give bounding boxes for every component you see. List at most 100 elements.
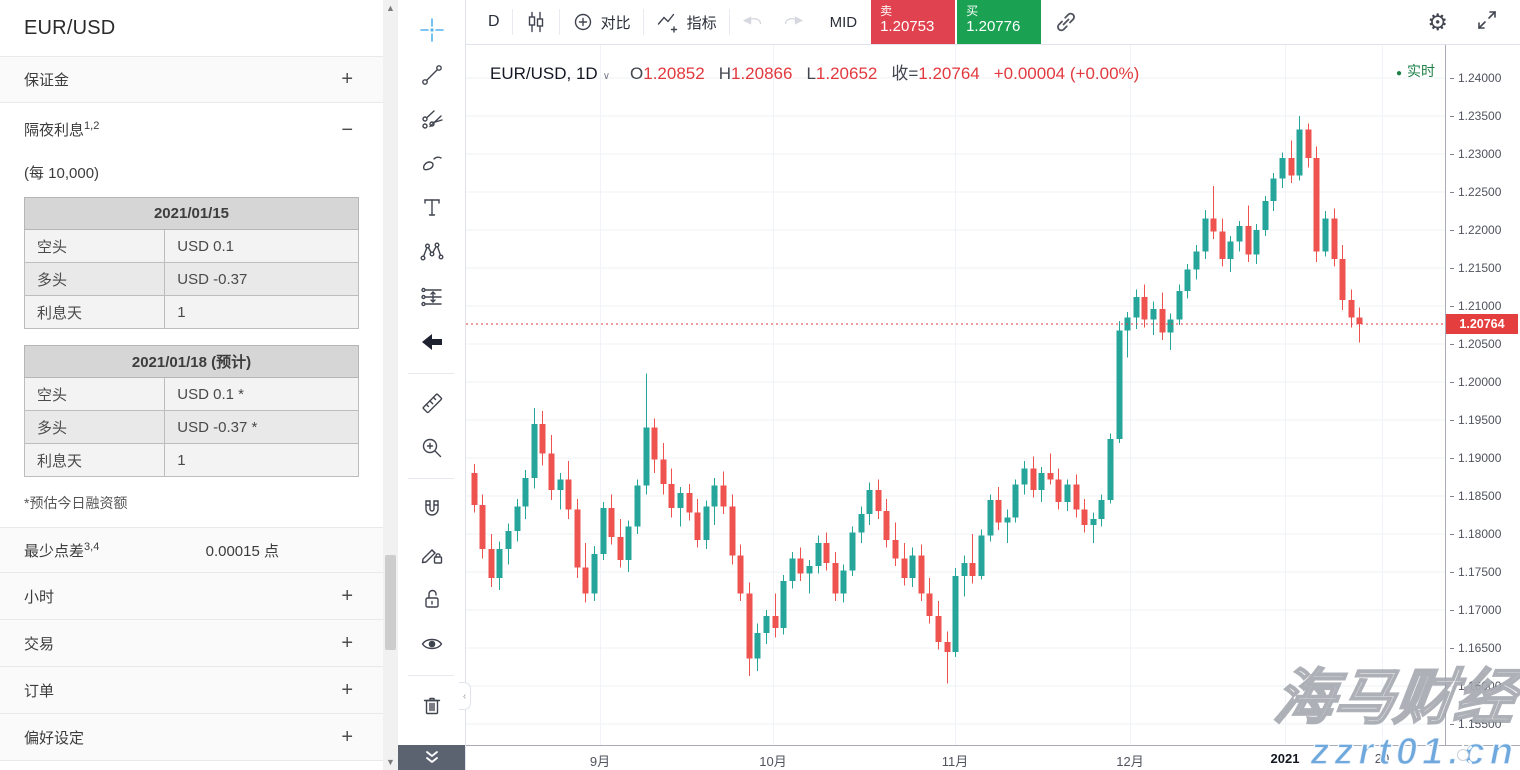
price-tick-label: 1.24000 xyxy=(1450,71,1501,85)
candle-up xyxy=(1107,439,1114,500)
text-tool[interactable] xyxy=(413,188,451,226)
candle-up xyxy=(677,493,684,508)
table-row: 利息天 1 xyxy=(23,443,359,477)
table-row: 空头 USD 0.1 * xyxy=(23,377,359,411)
time-tick-label: 9月 xyxy=(589,754,611,769)
candle-up xyxy=(789,558,796,581)
chart-toolbar: D 对比 指标 xyxy=(466,0,1520,45)
gear-icon: ⚙ xyxy=(1427,8,1448,35)
undo-button[interactable] xyxy=(730,3,778,41)
candle-up xyxy=(703,506,710,540)
realtime-badge: ● 实时 xyxy=(1395,63,1435,79)
candle-down xyxy=(694,512,701,540)
scroll-up-arrow[interactable]: ▲ xyxy=(386,3,395,13)
arrow-marker-tool[interactable] xyxy=(413,323,451,361)
link-icon xyxy=(1057,12,1076,32)
scroll-down-arrow[interactable]: ▼ xyxy=(386,757,395,767)
zoom-in-tool[interactable] xyxy=(413,429,451,467)
table-cell: 1 xyxy=(164,443,359,477)
candle-up xyxy=(1004,517,1011,523)
time-tick-label: 20 xyxy=(1374,751,1390,766)
table-cell: USD -0.37 * xyxy=(164,410,359,444)
candle-up xyxy=(1253,230,1260,255)
table-row: 空头 USD 0.1 xyxy=(23,229,359,263)
candle-up xyxy=(978,535,985,576)
section-交易[interactable]: 交易 + xyxy=(0,620,383,667)
candle-down xyxy=(935,616,942,642)
section-偏好设定[interactable]: 偏好设定 + xyxy=(0,714,383,761)
sidebar-scrollbar[interactable]: ▲ ▼ xyxy=(383,0,398,770)
chart-canvas[interactable]: EUR/USD, 1D ∨ O1.20852 H1.20866 L1.20652… xyxy=(466,45,1445,745)
candle-up xyxy=(531,424,538,478)
link-button[interactable] xyxy=(1043,3,1089,41)
price-tick-label: 1.21500 xyxy=(1450,261,1501,275)
section-订单[interactable]: 订单 + xyxy=(0,667,383,714)
price-tick-label: 1.21000 xyxy=(1450,299,1501,313)
trend-line-tool[interactable] xyxy=(413,56,451,94)
candle-down xyxy=(1073,484,1080,510)
candle-down xyxy=(1356,317,1363,324)
candle-up xyxy=(1279,158,1286,179)
remove-drawings-tool[interactable] xyxy=(413,686,451,724)
candle-down xyxy=(1313,158,1320,252)
candle-up xyxy=(780,581,787,628)
table-header: 2021/01/15 xyxy=(24,197,359,230)
chevron-down-icon: ∨ xyxy=(602,71,611,82)
section-label: 订单 xyxy=(24,682,55,700)
redo-button[interactable] xyxy=(778,3,816,41)
candle-down xyxy=(479,505,486,549)
section-overnight[interactable]: 隔夜利息1,2 − xyxy=(0,103,383,142)
section-小时[interactable]: 小时 + xyxy=(0,573,383,620)
price-source-button[interactable]: MID xyxy=(829,13,858,31)
candle-up xyxy=(806,566,813,574)
brush-tool[interactable] xyxy=(413,144,451,182)
buy-button[interactable]: 买 1.20776 xyxy=(957,0,1042,44)
plus-icon: + xyxy=(341,584,353,607)
candle-up xyxy=(505,531,512,549)
xabcd-pattern-tool[interactable] xyxy=(413,233,451,271)
candle-down xyxy=(574,509,581,568)
compare-button[interactable]: 对比 xyxy=(560,3,643,41)
table-row: 多头 USD -0.37 xyxy=(23,262,359,296)
settings-button[interactable]: ⚙ xyxy=(1413,9,1462,36)
scrollbar-thumb[interactable] xyxy=(385,555,396,650)
drawing-lock-tool[interactable] xyxy=(413,535,451,573)
indicators-button[interactable]: 指标 xyxy=(644,3,729,41)
candle-up xyxy=(866,490,873,514)
lock-all-tool[interactable] xyxy=(413,580,451,618)
fullscreen-button[interactable] xyxy=(1462,9,1512,36)
toolbar-collapse-button[interactable] xyxy=(398,745,465,770)
hide-all-tool[interactable] xyxy=(413,625,451,663)
ruler-tool[interactable] xyxy=(413,384,451,422)
interval-button[interactable]: D xyxy=(488,13,500,30)
candle-down xyxy=(1081,509,1088,525)
price-tick-label: 1.18500 xyxy=(1450,489,1501,503)
candle-down xyxy=(488,549,495,578)
candle-up xyxy=(952,576,959,652)
candle-up xyxy=(1227,241,1234,259)
candle-down xyxy=(1219,231,1226,259)
candle-down xyxy=(1055,479,1062,502)
table-cell: 1 xyxy=(164,295,359,329)
time-tick-label: 12月 xyxy=(1116,754,1144,769)
panel-collapse-handle[interactable]: ‹ xyxy=(459,682,471,710)
legend-symbol[interactable]: EUR/USD, 1D xyxy=(490,64,598,83)
candle-down xyxy=(660,459,667,484)
candle-down xyxy=(823,543,830,563)
chart-style-button[interactable] xyxy=(513,3,559,41)
crosshair-tool[interactable] xyxy=(413,11,451,49)
time-axis[interactable]: 9月 10月 11月 12月 2021 20 xyxy=(466,745,1520,770)
compare-icon xyxy=(574,13,591,31)
table-cell: USD 0.1 * xyxy=(164,377,359,411)
pitchfork-tool[interactable] xyxy=(413,100,451,138)
sell-button[interactable]: 卖 1.20753 xyxy=(871,0,956,44)
long-position-tool[interactable] xyxy=(413,278,451,316)
candle-down xyxy=(969,563,976,576)
candle-down xyxy=(832,563,839,594)
magnet-tool[interactable] xyxy=(413,490,451,528)
candle-down xyxy=(1245,226,1252,255)
section-margin[interactable]: 保证金 + xyxy=(0,57,383,103)
price-axis[interactable]: 1.24000 1.23500 1.23000 1.22500 1.22000 1.215… xyxy=(1445,45,1520,745)
table-row: 多头 USD -0.37 * xyxy=(23,410,359,444)
footnote: *预估今日融资额 xyxy=(24,495,128,511)
